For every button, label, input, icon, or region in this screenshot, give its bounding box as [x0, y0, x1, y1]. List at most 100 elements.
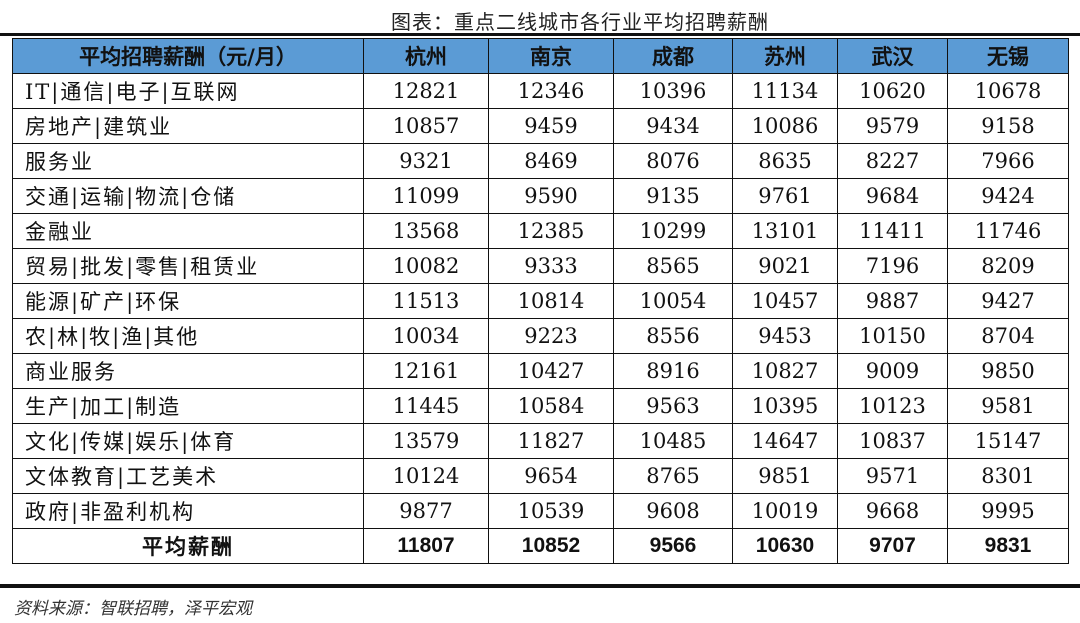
industry-cell: IT|通信|电子|互联网 [12, 73, 364, 109]
industry-cell: 政府|非盈利机构 [12, 493, 364, 529]
industry-cell: 农|林|牧|渔|其他 [12, 318, 364, 354]
average-row: 平均薪酬 11807 10852 9566 10630 9707 9831 [12, 528, 1069, 564]
salary-cell: 10086 [732, 108, 838, 144]
header-city: 武汉 [837, 38, 948, 74]
table-row: 房地产|建筑业 10857 9459 9434 10086 9579 9158 [12, 108, 1069, 144]
salary-cell: 10019 [732, 493, 838, 529]
industry-cell: 平均薪酬 [12, 528, 364, 564]
salary-cell: 10034 [363, 318, 489, 354]
industry-cell: 文体教育|工艺美术 [12, 458, 364, 494]
salary-cell: 10054 [613, 283, 733, 319]
salary-cell: 9761 [732, 178, 838, 214]
salary-cell: 10123 [837, 388, 948, 424]
salary-cell: 9021 [732, 248, 838, 284]
salary-cell: 9581 [947, 388, 1069, 424]
industry-cell: 交通|运输|物流|仓储 [12, 178, 364, 214]
salary-cell: 8704 [947, 318, 1069, 354]
salary-cell: 11827 [488, 423, 614, 459]
salary-cell: 11134 [732, 73, 838, 109]
salary-cell: 10427 [488, 353, 614, 389]
salary-cell: 13579 [363, 423, 489, 459]
industry-cell: 文化|传媒|娱乐|体育 [12, 423, 364, 459]
salary-cell: 8765 [613, 458, 733, 494]
salary-cell: 13101 [732, 213, 838, 249]
salary-cell: 10395 [732, 388, 838, 424]
industry-cell: 金融业 [12, 213, 364, 249]
salary-cell: 13568 [363, 213, 489, 249]
table-row: 交通|运输|物流|仓储 11099 9590 9135 9761 9684 9424 [12, 178, 1069, 214]
salary-cell: 11099 [363, 178, 489, 214]
salary-cell: 9707 [837, 528, 948, 564]
bottom-rule [0, 584, 1080, 588]
salary-cell: 10539 [488, 493, 614, 529]
source-note: 资料来源：智联招聘，泽平宏观 [14, 599, 252, 619]
salary-cell: 12385 [488, 213, 614, 249]
salary-cell: 7966 [947, 143, 1069, 179]
salary-cell: 9158 [947, 108, 1069, 144]
salary-cell: 8469 [488, 143, 614, 179]
salary-cell: 9654 [488, 458, 614, 494]
salary-cell: 11513 [363, 283, 489, 319]
salary-cell: 9571 [837, 458, 948, 494]
salary-cell: 9434 [613, 108, 733, 144]
salary-cell: 10584 [488, 388, 614, 424]
salary-cell: 11445 [363, 388, 489, 424]
table-row: 能源|矿产|环保 11513 10814 10054 10457 9887 9427 [12, 283, 1069, 319]
salary-cell: 9009 [837, 353, 948, 389]
salary-cell: 10837 [837, 423, 948, 459]
table-row: IT|通信|电子|互联网 12821 12346 10396 11134 10620 106… [12, 73, 1069, 109]
salary-cell: 9590 [488, 178, 614, 214]
industry-cell: 服务业 [12, 143, 364, 179]
salary-cell: 10630 [732, 528, 838, 564]
salary-cell: 10396 [613, 73, 733, 109]
figure-title: 图表：重点二线城市各行业平均招聘薪酬 [391, 10, 769, 34]
table-row: 文化|传媒|娱乐|体育 13579 11827 10485 14647 10837 1514… [12, 423, 1069, 459]
salary-cell: 8565 [613, 248, 733, 284]
salary-cell: 10299 [613, 213, 733, 249]
salary-cell: 10620 [837, 73, 948, 109]
table-row: 金融业 13568 12385 10299 13101 11411 11746 [12, 213, 1069, 249]
table-row: 商业服务 12161 10427 8916 10827 9009 9850 [12, 353, 1069, 389]
salary-cell: 9459 [488, 108, 614, 144]
industry-cell: 能源|矿产|环保 [12, 283, 364, 319]
salary-cell: 14647 [732, 423, 838, 459]
salary-cell: 9608 [613, 493, 733, 529]
salary-cell: 8209 [947, 248, 1069, 284]
salary-cell: 8227 [837, 143, 948, 179]
header-city: 苏州 [732, 38, 838, 74]
header-city: 成都 [613, 38, 733, 74]
salary-cell: 8635 [732, 143, 838, 179]
salary-cell: 12346 [488, 73, 614, 109]
salary-cell: 10457 [732, 283, 838, 319]
salary-cell: 9424 [947, 178, 1069, 214]
salary-cell: 9684 [837, 178, 948, 214]
salary-cell: 9321 [363, 143, 489, 179]
salary-cell: 12161 [363, 353, 489, 389]
salary-cell: 11746 [947, 213, 1069, 249]
salary-cell: 10814 [488, 283, 614, 319]
salary-cell: 9453 [732, 318, 838, 354]
salary-cell: 11411 [837, 213, 948, 249]
table-row: 政府|非盈利机构 9877 10539 9608 10019 9668 9995 [12, 493, 1069, 529]
salary-cell: 15147 [947, 423, 1069, 459]
salary-cell: 10678 [947, 73, 1069, 109]
salary-cell: 10852 [488, 528, 614, 564]
top-rule [0, 33, 1080, 36]
salary-cell: 10857 [363, 108, 489, 144]
salary-cell: 9887 [837, 283, 948, 319]
salary-cell: 8076 [613, 143, 733, 179]
salary-cell: 8916 [613, 353, 733, 389]
salary-cell: 11807 [363, 528, 489, 564]
table-row: 服务业 9321 8469 8076 8635 8227 7966 [12, 143, 1069, 179]
salary-cell: 9135 [613, 178, 733, 214]
salary-cell: 9668 [837, 493, 948, 529]
salary-cell: 10827 [732, 353, 838, 389]
industry-cell: 生产|加工|制造 [12, 388, 364, 424]
table-row: 贸易|批发|零售|租赁业 10082 9333 8565 9021 7196 8209 [12, 248, 1069, 284]
salary-cell: 9223 [488, 318, 614, 354]
salary-cell: 9851 [732, 458, 838, 494]
salary-cell: 9566 [613, 528, 733, 564]
table-row: 生产|加工|制造 11445 10584 9563 10395 10123 9581 [12, 388, 1069, 424]
salary-cell: 10485 [613, 423, 733, 459]
salary-cell: 9579 [837, 108, 948, 144]
